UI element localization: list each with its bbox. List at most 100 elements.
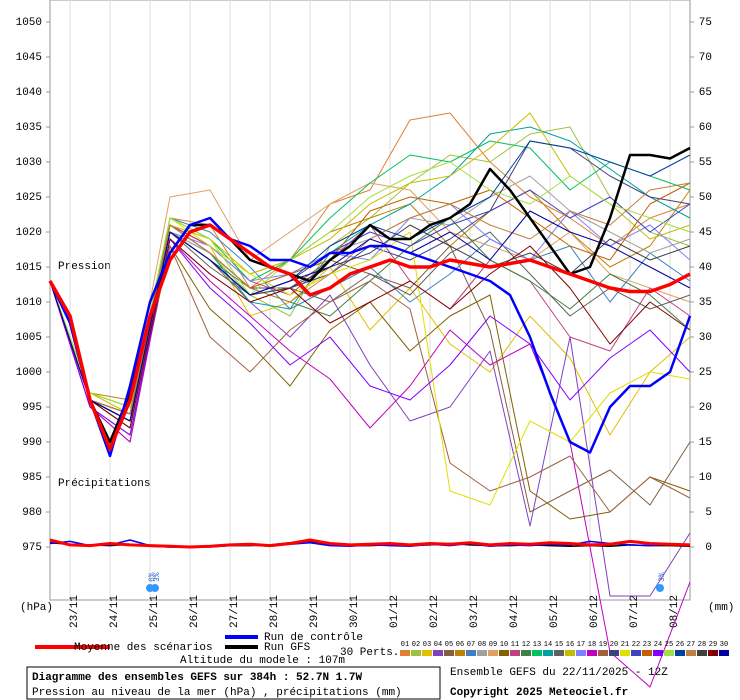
y2-tick-label: 60 xyxy=(699,122,712,134)
pressure-line xyxy=(48,216,692,458)
y-tick-label: 1030 xyxy=(16,157,42,169)
y2-tick-label: 40 xyxy=(699,262,712,274)
pert-legend-swatch xyxy=(609,650,619,656)
pert-legend-swatch xyxy=(587,650,597,656)
pert-legend-label: 05 xyxy=(445,641,453,649)
y-tick-label: 1015 xyxy=(16,262,42,274)
pert-legend-swatch xyxy=(554,650,564,656)
legend-label: Run GFS xyxy=(264,642,311,654)
pert-legend-label: 19 xyxy=(599,641,607,649)
x-tick-label: 01/12 xyxy=(389,595,401,628)
y2-tick-label: 70 xyxy=(699,52,712,64)
pert-legend-label: 06 xyxy=(456,641,464,649)
x-tick-label: 24/11 xyxy=(109,595,121,628)
precip-label: Précipitations xyxy=(58,478,150,490)
pert-legend-label: 07 xyxy=(467,641,475,649)
pressure-label: Pression xyxy=(58,261,111,273)
snow-label: 3% xyxy=(658,572,667,582)
pert-legend-label: 26 xyxy=(676,641,684,649)
pert-legend-swatch xyxy=(532,650,542,656)
pert-legend-label: 01 xyxy=(401,641,409,649)
pert-legend-swatch xyxy=(653,650,663,656)
pert-legend-swatch xyxy=(664,650,674,656)
plot-frame xyxy=(49,0,691,601)
y-tick-label: 1040 xyxy=(16,87,42,99)
x-tick-label: 26/11 xyxy=(189,595,201,628)
y2-tick-label: 0 xyxy=(705,542,712,554)
x-tick-label: 04/12 xyxy=(509,595,521,628)
pert-legend-swatch xyxy=(598,650,608,656)
y2-tick-label: 50 xyxy=(699,192,712,204)
pert-legend-swatch xyxy=(521,650,531,656)
perturbation-line xyxy=(49,161,691,408)
y-tick-label: 1020 xyxy=(16,227,42,239)
y-tick-label: 1025 xyxy=(16,192,42,204)
pert-legend-swatch xyxy=(510,650,520,656)
y-tick-label: 1005 xyxy=(16,332,42,344)
pert-legend-label: 10 xyxy=(500,641,508,649)
snow-icon xyxy=(656,584,664,592)
y-tick-label: 1050 xyxy=(16,17,42,29)
y2-tick-label: 65 xyxy=(699,87,712,99)
x-tick-label: 06/12 xyxy=(589,595,601,628)
pert-legend-swatch xyxy=(642,650,652,656)
legend-label: Run de contrôle xyxy=(264,632,363,644)
snow-icon xyxy=(151,584,159,592)
pert-legend-swatch xyxy=(631,650,641,656)
y-tick-label: 990 xyxy=(22,437,42,449)
pert-legend-label: 24 xyxy=(654,641,662,649)
y-tick-label: 1045 xyxy=(16,52,42,64)
pert-legend-swatch xyxy=(686,650,696,656)
pert-legend-swatch xyxy=(422,650,432,656)
snow-label: 6% xyxy=(148,572,157,582)
y2-tick-label: 15 xyxy=(699,437,712,449)
pert-legend-swatch xyxy=(433,650,443,656)
y-unit: (hPa) xyxy=(20,602,53,614)
pert-legend-swatch xyxy=(400,650,410,656)
pert-legend-label: 08 xyxy=(478,641,486,649)
y-tick-label: 980 xyxy=(22,507,42,519)
y2-tick-label: 55 xyxy=(699,157,712,169)
pert-legend-label: 13 xyxy=(533,641,541,649)
pert-legend-label: 27 xyxy=(687,641,695,649)
pert-legend-label: 14 xyxy=(544,641,552,649)
x-tick-label: 07/12 xyxy=(629,595,641,628)
pert-legend-label: 09 xyxy=(489,641,497,649)
x-tick-label: 29/11 xyxy=(309,595,321,628)
title-box xyxy=(26,666,441,700)
pert-legend-swatch xyxy=(477,650,487,656)
pert-legend-swatch xyxy=(565,650,575,656)
pert-legend-label: 18 xyxy=(588,641,596,649)
run-info: Ensemble GEFS du 22/11/2025 - 12Z xyxy=(450,667,668,679)
x-tick-label: 23/11 xyxy=(69,595,81,628)
y-tick-label: 1035 xyxy=(16,122,42,134)
pert-legend-label: 23 xyxy=(643,641,651,649)
pert-legend-swatch xyxy=(411,650,421,656)
altitude: Altitude du modele : 107m xyxy=(180,655,345,667)
pert-legend-label: 25 xyxy=(665,641,673,649)
pert-legend-swatch xyxy=(697,650,707,656)
y2-tick-label: 30 xyxy=(699,332,712,344)
y2-tick-label: 75 xyxy=(699,17,712,29)
y2-unit: (mm) xyxy=(708,602,734,614)
chart-subtitle: Pression au niveau de la mer (hPa) , pré… xyxy=(32,687,402,699)
pert-legend-swatch xyxy=(576,650,586,656)
y-tick-label: 985 xyxy=(22,472,42,484)
copyright: Copyright 2025 Meteociel.fr xyxy=(450,687,628,699)
pert-legend-swatch xyxy=(708,650,718,656)
pert-legend-swatch xyxy=(675,650,685,656)
perts-label: 30 Perts. xyxy=(340,647,399,659)
pert-legend-swatch xyxy=(488,650,498,656)
pert-legend-label: 22 xyxy=(632,641,640,649)
pert-legend-label: 21 xyxy=(621,641,629,649)
y-tick-label: 1000 xyxy=(16,367,42,379)
pert-legend-swatch xyxy=(499,650,509,656)
pert-legend-label: 17 xyxy=(577,641,585,649)
x-tick-label: 27/11 xyxy=(229,595,241,628)
snow-label: 3% xyxy=(153,572,162,582)
pert-legend-label: 20 xyxy=(610,641,618,649)
x-tick-label: 08/12 xyxy=(669,595,681,628)
pert-legend-swatch xyxy=(444,650,454,656)
y2-tick-label: 45 xyxy=(699,227,712,239)
pert-legend-swatch xyxy=(543,650,553,656)
